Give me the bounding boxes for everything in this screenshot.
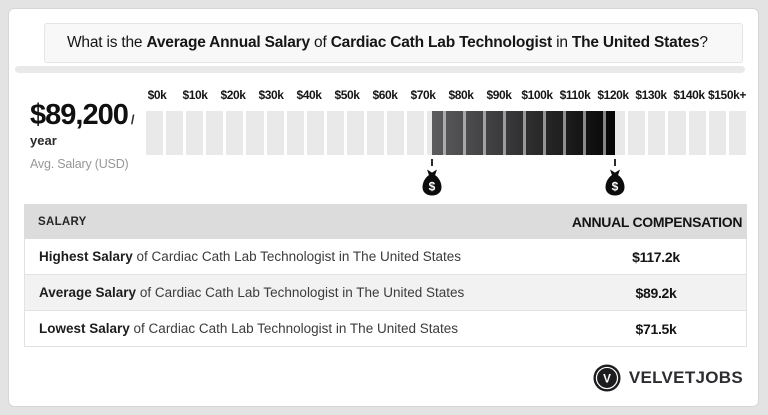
tick-label: $140k xyxy=(673,88,705,102)
scale-cell xyxy=(306,111,324,155)
scale-cell xyxy=(628,111,646,155)
scale-cell xyxy=(326,111,344,155)
scale-cell xyxy=(226,111,244,155)
tick-label: $70k xyxy=(410,88,436,102)
row-value: $71.5k xyxy=(635,320,677,337)
scale-cell xyxy=(166,111,184,155)
scale-tick-labels: $0k $10k $20k $30k $40k $50k $60k $70k $… xyxy=(138,88,747,102)
scale-cell xyxy=(708,111,726,155)
header-divider xyxy=(15,66,745,73)
scale-cell xyxy=(648,111,666,155)
average-salary-caption: Avg. Salary (USD) xyxy=(30,157,129,171)
scale-cell xyxy=(146,111,164,155)
average-salary-block: $89,200/ year Avg. Salary (USD) xyxy=(30,99,142,171)
low-tick xyxy=(431,159,433,166)
scale-cell xyxy=(688,111,706,155)
brand-footer: V VELVETJOBS xyxy=(593,364,743,392)
row-label: Average Salary of Cardiac Cath Lab Techn… xyxy=(39,285,465,300)
table-row: Lowest Salary of Cardiac Cath Lab Techno… xyxy=(24,311,747,347)
question-header: What is the Average Annual Salary of Car… xyxy=(44,23,743,63)
tick-label: $50k xyxy=(334,88,360,102)
tick-label: $110k xyxy=(559,88,591,102)
column-header-salary: SALARY xyxy=(38,215,87,228)
scale-cell xyxy=(266,111,284,155)
svg-text:$: $ xyxy=(429,180,436,194)
scale-cell xyxy=(407,111,425,155)
scale-cell xyxy=(668,111,686,155)
tick-label: $60k xyxy=(372,88,398,102)
svg-text:V: V xyxy=(603,372,611,385)
tick-label: $150k+ xyxy=(708,88,746,102)
table-header-row: SALARY ANNUAL COMPENSATION xyxy=(24,204,747,239)
tick-label: $130k xyxy=(635,88,667,102)
tick-label: $20k xyxy=(220,88,246,102)
salary-scale-bar: $ $ xyxy=(146,111,746,196)
row-label: Highest Salary of Cardiac Cath Lab Techn… xyxy=(39,249,461,264)
velvetjobs-logo-icon: V xyxy=(593,364,621,392)
row-value: $117.2k xyxy=(632,248,680,265)
average-salary-line: $89,200/ year xyxy=(30,99,142,150)
scale-cell xyxy=(387,111,405,155)
row-label: Lowest Salary of Cardiac Cath Lab Techno… xyxy=(39,321,458,336)
tick-label: $10k xyxy=(182,88,208,102)
tick-label: $30k xyxy=(258,88,284,102)
tick-label: $80k xyxy=(448,88,474,102)
average-salary-per: / year xyxy=(30,112,135,148)
high-tick xyxy=(613,159,616,166)
question-text: What is the Average Annual Salary of Car… xyxy=(67,34,708,51)
row-value: $89.2k xyxy=(635,284,677,301)
scale-cell xyxy=(367,111,385,155)
salary-range-overlay xyxy=(432,111,615,155)
scale-cell xyxy=(286,111,304,155)
tick-label: $0k xyxy=(147,88,167,102)
brand-name: VELVETJOBS xyxy=(628,368,743,387)
tick-label: $120k xyxy=(597,88,629,102)
scale-cell xyxy=(206,111,224,155)
scale-cell xyxy=(728,111,746,155)
tick-label: $40k xyxy=(296,88,322,102)
salary-table: SALARY ANNUAL COMPENSATION Highest Salar… xyxy=(24,204,747,347)
scale-cell xyxy=(186,111,204,155)
table-row: Average Salary of Cardiac Cath Lab Techn… xyxy=(24,275,747,311)
average-salary-amount: $89,200 xyxy=(30,99,129,131)
tick-label: $90k xyxy=(486,88,512,102)
table-row: Highest Salary of Cardiac Cath Lab Techn… xyxy=(24,239,747,275)
high-money-bag-icon: $ xyxy=(605,169,625,196)
column-header-compensation: ANNUAL COMPENSATION xyxy=(571,213,743,230)
svg-text:$: $ xyxy=(611,180,618,194)
scale-cell xyxy=(246,111,264,155)
scale-cell xyxy=(346,111,365,155)
tick-label: $100k xyxy=(521,88,553,102)
infographic-card: What is the Average Annual Salary of Car… xyxy=(8,8,759,407)
low-money-bag-icon: $ xyxy=(422,169,442,196)
